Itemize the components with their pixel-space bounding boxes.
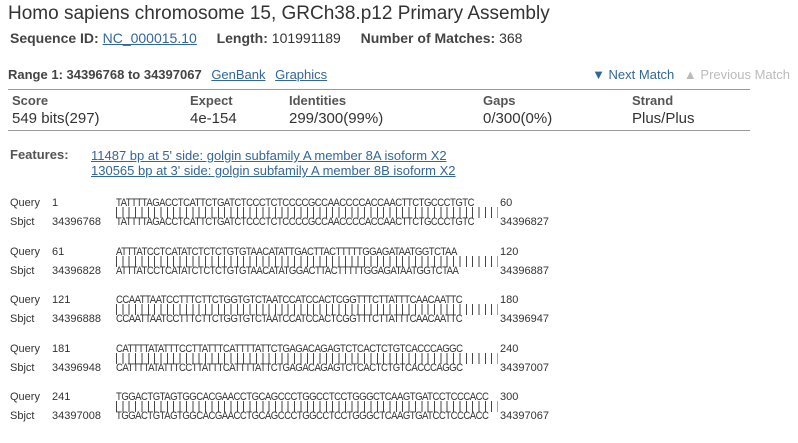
page-title: Homo sapiens chromosome 15, GRCh38.p12 P…: [8, 3, 550, 24]
score-value: 549 bits(297): [12, 110, 100, 127]
subject-label: Sbjct: [10, 216, 35, 228]
expect-column: Expect 4e-154: [190, 93, 237, 127]
previous-match-link: ▲ Previous Match: [683, 67, 790, 82]
identities-label: Identities: [289, 93, 347, 108]
subject-sequence: TGGACTGTAGTGGCACGAACCTGCAGCCCTGGCCTCCTGG…: [116, 410, 489, 422]
subject-label: Sbjct: [10, 313, 35, 325]
subject-end: 34397007: [500, 361, 549, 374]
features-label: Features:: [10, 147, 69, 162]
query-end: 120: [500, 245, 519, 258]
match-bars: [116, 401, 498, 412]
query-label: Query: [10, 342, 40, 355]
gaps-value: 0/300(0%): [483, 110, 553, 127]
score-column: Score 549 bits(297): [12, 93, 100, 127]
subject-end: 34396827: [500, 216, 549, 228]
query-start: 61: [52, 245, 65, 258]
subject-end: 34396887: [500, 264, 549, 277]
query-end: 60: [500, 197, 513, 209]
subject-label: Sbjct: [10, 410, 35, 422]
subject-label: Sbjct: [10, 361, 35, 374]
query-start: 241: [52, 391, 71, 403]
graphics-link[interactable]: Graphics: [275, 67, 328, 82]
match-navigation: ▼ Next Match ▲ Previous Match: [592, 67, 790, 82]
subject-sequence: ATTTATCCTCATATCTCTCTGTGTAACATATGGACTTACT…: [116, 264, 459, 277]
feature-link-3prime[interactable]: 130565 bp at 3' side: golgin subfamily A…: [91, 163, 456, 178]
subject-sequence: CCAATTAATCCTTTCTTCTGGTGTCTAATCCATCCACTCG…: [116, 313, 463, 325]
subject-label: Sbjct: [10, 264, 35, 277]
subject-sequence: CATTTTATATTTCCTTATTTCATTTTATTCTGAGACAGAG…: [116, 361, 463, 374]
query-end: 240: [500, 342, 519, 355]
query-sequence: TATTTTAGACCTCATTCTGATCTCCCTCTCCCCGCCAACC…: [116, 197, 475, 209]
match-bars: [116, 255, 498, 267]
query-label: Query: [10, 391, 40, 403]
matches-label: Number of Matches:: [360, 30, 496, 46]
sequence-id-label: Sequence ID:: [10, 30, 99, 46]
query-label: Query: [10, 294, 40, 306]
expect-label: Expect: [190, 93, 233, 108]
subject-start: 34396948: [52, 361, 101, 374]
query-start: 181: [52, 342, 71, 355]
query-sequence: ATTTATCCTCATATCTCTCTGTGTAACATATTGACTTACT…: [116, 245, 457, 258]
subject-sequence: TATTTTAGACCTCATTCTGATCTCCCTCTCCCCGCCAACC…: [116, 216, 475, 228]
query-start: 1: [52, 197, 59, 209]
strand-column: Strand Plus/Plus: [632, 93, 695, 127]
query-label: Query: [10, 197, 40, 209]
range-bar: Range 1: 34396768 to 34397067 GenBank Gr…: [8, 67, 790, 85]
query-sequence: TGGACTGTAGTGGCACGAACCTGCAGCCCTGGCCTCCTGG…: [116, 391, 489, 403]
length-label: Length:: [216, 30, 268, 46]
genbank-link[interactable]: GenBank: [211, 67, 266, 82]
subject-end: 34396947: [500, 313, 549, 325]
query-label: Query: [10, 245, 40, 258]
gaps-label: Gaps: [483, 93, 516, 108]
query-sequence: CCAATTAATCCTTTCTTCTGGTGTCTAATCCATCCACTCG…: [116, 294, 463, 306]
alignment-stats: Score 549 bits(297) Expect 4e-154 Identi…: [8, 89, 750, 131]
range-title: Range 1: 34396768 to 34397067: [8, 67, 202, 82]
next-match-link[interactable]: ▼ Next Match: [592, 67, 675, 82]
strand-label: Strand: [632, 93, 674, 108]
query-sequence: CATTTTATATTTCCTTATTTCATTTTATTCTGAGACAGAG…: [116, 342, 463, 355]
subject-start: 34396828: [52, 264, 101, 277]
query-start: 121: [52, 294, 71, 306]
feature-link-5prime[interactable]: 11487 bp at 5' side: golgin subfamily A …: [91, 148, 447, 163]
match-bars: [116, 352, 498, 364]
gaps-column: Gaps 0/300(0%): [483, 93, 552, 127]
match-bars: [116, 207, 498, 218]
score-label: Score: [12, 93, 49, 108]
identities-column: Identities 299/300(99%): [289, 93, 383, 127]
strand-value: Plus/Plus: [632, 110, 695, 127]
sequence-meta: Sequence ID: NC_000015.10 Length: 101991…: [10, 30, 522, 46]
expect-value: 4e-154: [190, 110, 237, 127]
query-end: 180: [500, 294, 519, 306]
query-end: 300: [500, 391, 519, 403]
subject-end: 34397067: [500, 410, 549, 422]
matches-value: 368: [499, 30, 523, 46]
sequence-id-link[interactable]: NC_000015.10: [102, 30, 197, 46]
features-links: 11487 bp at 5' side: golgin subfamily A …: [91, 148, 456, 178]
subject-start: 34396768: [52, 216, 101, 228]
length-value: 101991189: [271, 30, 341, 46]
identities-value: 299/300(99%): [289, 110, 384, 127]
subject-start: 34397008: [52, 410, 101, 422]
match-bars: [116, 304, 498, 315]
subject-start: 34396888: [52, 313, 101, 325]
